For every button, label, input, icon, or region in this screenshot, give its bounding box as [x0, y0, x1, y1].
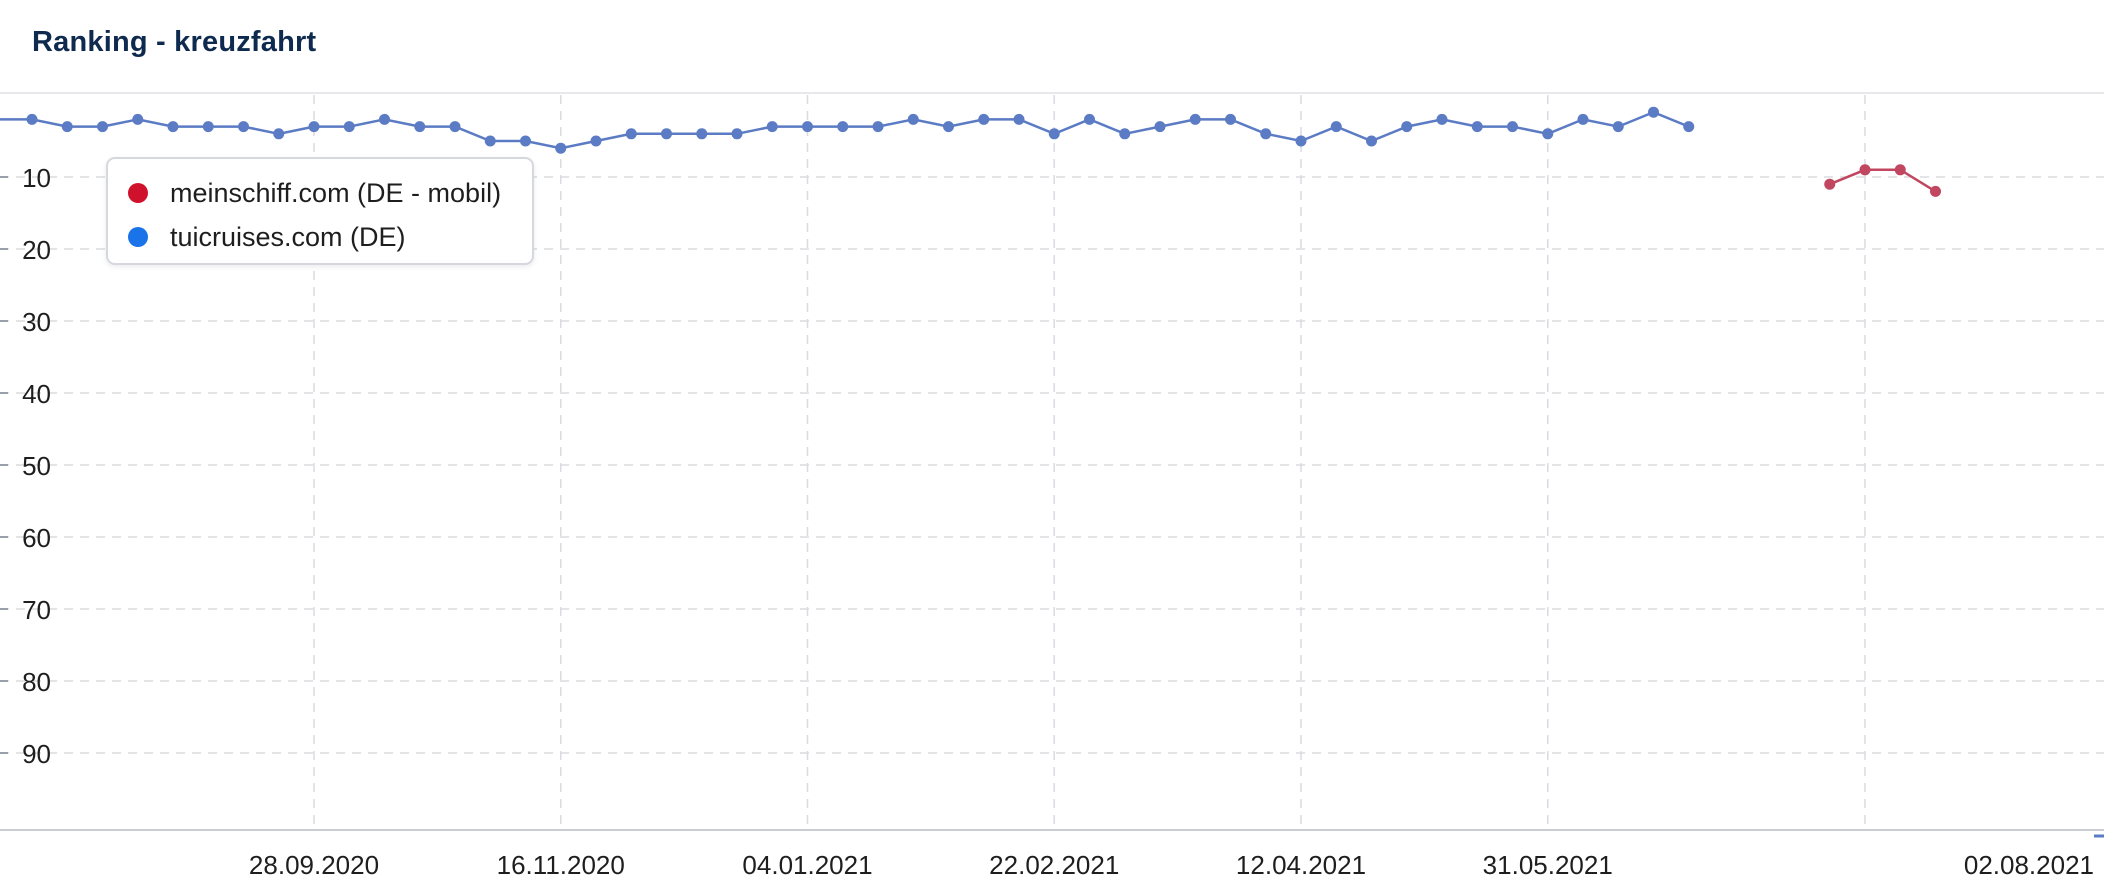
data-point-tuicruises[interactable]: [1013, 113, 1025, 125]
data-point-tuicruises[interactable]: [1189, 113, 1201, 125]
x-tick-label: 22.02.2021: [989, 850, 1119, 880]
x-tick-label: 16.11.2020: [497, 850, 625, 880]
data-point-tuicruises[interactable]: [1401, 121, 1413, 133]
data-point-tuicruises[interactable]: [1295, 135, 1307, 147]
data-point-tuicruises[interactable]: [1154, 121, 1166, 133]
x-tick-label: 31.05.2021: [1483, 850, 1613, 880]
data-point-tuicruises[interactable]: [1260, 128, 1272, 140]
data-point-tuicruises[interactable]: [907, 113, 919, 125]
y-tick-label: 80: [22, 667, 51, 697]
x-tick-label: 28.09.2020: [249, 850, 379, 880]
data-point-tuicruises[interactable]: [1648, 106, 1659, 118]
data-point-tuicruises[interactable]: [273, 128, 285, 140]
data-point-tuicruises[interactable]: [837, 121, 849, 133]
data-point-tuicruises[interactable]: [449, 121, 461, 133]
data-point-tuicruises[interactable]: [978, 113, 990, 125]
data-point-tuicruises[interactable]: [766, 121, 778, 133]
data-point-tuicruises[interactable]: [1330, 121, 1342, 133]
y-tick-label: 40: [22, 379, 51, 409]
data-point-tuicruises[interactable]: [414, 121, 426, 133]
data-point-tuicruises[interactable]: [202, 121, 214, 133]
data-point-tuicruises[interactable]: [1471, 121, 1483, 133]
data-point-meinschiff[interactable]: [1894, 164, 1906, 176]
data-point-meinschiff[interactable]: [1859, 164, 1871, 176]
x-tick-label: 04.01.2021: [742, 850, 872, 880]
data-point-tuicruises[interactable]: [1225, 113, 1236, 125]
data-point-tuicruises[interactable]: [872, 121, 884, 133]
data-point-tuicruises[interactable]: [132, 113, 144, 125]
legend-item-tuicruises[interactable]: tuicruises.com (DE): [128, 219, 406, 255]
data-point-tuicruises[interactable]: [1683, 121, 1695, 133]
y-tick-label: 70: [22, 595, 51, 625]
legend-label-meinschiff: meinschiff.com (DE - mobil): [170, 177, 502, 208]
data-point-tuicruises[interactable]: [238, 121, 249, 133]
data-point-meinschiff[interactable]: [1824, 178, 1836, 190]
data-point-tuicruises[interactable]: [484, 135, 496, 147]
legend-dot-tuicruises: [128, 227, 148, 247]
chart-legend: meinschiff.com (DE - mobil) tuicruises.c…: [106, 157, 534, 265]
series-line-meinschiff: [1829, 168, 1937, 193]
data-point-tuicruises[interactable]: [520, 135, 531, 147]
data-point-tuicruises[interactable]: [1048, 128, 1060, 140]
y-tick-label: 10: [22, 163, 51, 193]
y-tick-label: 60: [22, 523, 51, 553]
data-point-tuicruises[interactable]: [1436, 113, 1448, 125]
data-point-tuicruises[interactable]: [943, 121, 954, 133]
data-point-tuicruises[interactable]: [802, 121, 813, 133]
data-point-tuicruises[interactable]: [1542, 128, 1554, 140]
data-point-tuicruises[interactable]: [1366, 135, 1377, 147]
data-point-tuicruises[interactable]: [1612, 121, 1624, 133]
data-point-tuicruises[interactable]: [731, 128, 743, 140]
data-point-tuicruises[interactable]: [590, 135, 602, 147]
chart-title: Ranking - kreuzfahrt: [32, 26, 317, 58]
card-header: Ranking - kreuzfahrt: [0, 0, 2104, 94]
y-tick-label: 90: [22, 739, 51, 769]
data-point-tuicruises[interactable]: [555, 142, 567, 154]
data-point-tuicruises[interactable]: [1507, 121, 1518, 133]
x-tick-label: 12.04.2021: [1236, 850, 1366, 880]
data-point-tuicruises[interactable]: [167, 121, 179, 133]
data-point-tuicruises[interactable]: [97, 121, 108, 133]
y-tick-label: 30: [22, 307, 51, 337]
y-tick-label: 50: [22, 451, 51, 481]
data-point-tuicruises[interactable]: [696, 128, 708, 140]
data-point-tuicruises[interactable]: [379, 113, 390, 125]
data-point-tuicruises[interactable]: [343, 121, 355, 133]
data-point-tuicruises[interactable]: [308, 121, 320, 133]
data-point-tuicruises[interactable]: [61, 121, 73, 133]
x-tick-label: 02.08.2021: [1964, 850, 2094, 880]
legend-label-tuicruises: tuicruises.com (DE): [170, 221, 406, 252]
data-point-tuicruises[interactable]: [661, 128, 672, 140]
y-tick-label: 20: [22, 235, 51, 265]
data-point-tuicruises[interactable]: [625, 128, 637, 140]
legend-item-meinschiff[interactable]: meinschiff.com (DE - mobil): [128, 175, 501, 211]
data-point-meinschiff[interactable]: [1930, 185, 1941, 197]
data-point-tuicruises[interactable]: [1119, 128, 1131, 140]
data-point-tuicruises[interactable]: [1577, 113, 1589, 125]
legend-dot-meinschiff: [128, 183, 148, 203]
data-point-tuicruises[interactable]: [26, 113, 38, 125]
data-point-tuicruises[interactable]: [1084, 113, 1095, 125]
